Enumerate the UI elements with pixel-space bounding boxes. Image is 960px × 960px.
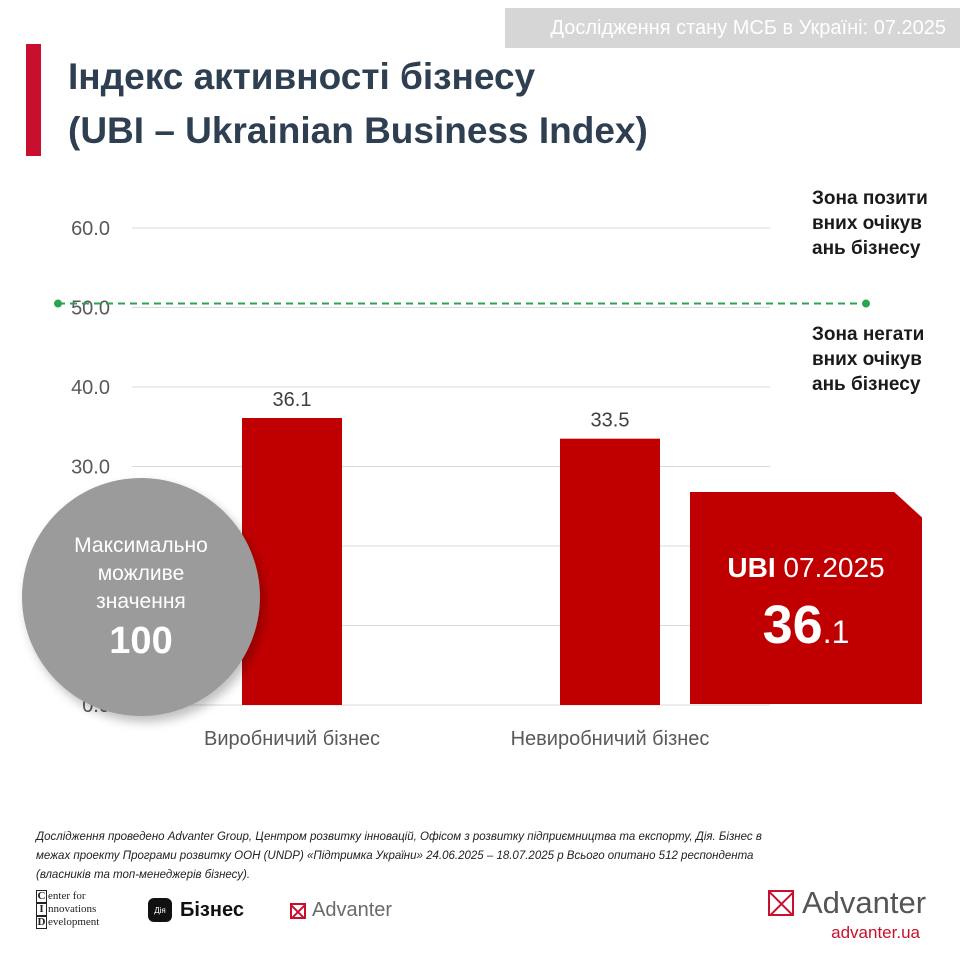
threshold-marker	[862, 299, 870, 308]
advanter-envelope-icon	[768, 890, 794, 916]
bar-value-label: 36.1	[273, 389, 312, 411]
category-label: Невиробничий бізнес	[511, 728, 710, 750]
cid-cap-c: C	[36, 890, 47, 903]
cid-cap-i: I	[36, 903, 47, 916]
advanter-logo-large: Advanter advanter.ua	[768, 885, 927, 942]
cid-cap-d: D	[36, 916, 47, 929]
advanter-envelope-icon	[290, 902, 306, 919]
y-tick-label: 30.0	[71, 457, 110, 479]
positive-zone-label: Зона позитивних очікувань бізнесу	[812, 188, 928, 259]
diia-business-logo: Дія Бізнес	[148, 898, 244, 922]
diia-icon: Дія	[148, 898, 172, 922]
max-value-circle: Максимально можливе значення 100	[22, 478, 260, 716]
bar	[560, 438, 660, 705]
page-title-line1: Індекс активності бізнесу	[68, 56, 536, 97]
ubi-prefix: UBI	[727, 552, 776, 583]
ubi-value-decimal: .1	[822, 614, 850, 650]
bar	[242, 418, 342, 705]
bar-value-label: 33.5	[591, 410, 630, 432]
y-tick-label: 50.0	[71, 298, 110, 320]
cid-line2: nnovations	[48, 903, 97, 915]
title-accent-bar	[26, 44, 41, 156]
ubi-value-integer: 36	[762, 595, 823, 655]
max-value-caption: Максимально можливе значення	[74, 533, 208, 613]
methodology-footnote: Дослідження проведено Advanter Group, Це…	[36, 831, 762, 881]
advanter-url: advanter.ua	[831, 923, 920, 942]
negative-zone-label: Зона негативних очікувань бізнесу	[812, 324, 925, 395]
y-tick-label: 60.0	[71, 218, 110, 240]
advanter-logo-small: Advanter	[290, 899, 392, 922]
y-tick-label: 40.0	[71, 377, 110, 399]
report-banner: Дослідження стану МСБ в Україні: 07.2025	[505, 8, 960, 48]
ubi-summary-box: UBI 07.2025 36.1	[690, 492, 922, 704]
cid-line3: evelopment	[48, 916, 100, 928]
cid-line1: enter for	[48, 890, 86, 902]
ubi-period: 07.2025	[783, 552, 885, 583]
ubi-summary-value: 36.1	[690, 594, 922, 656]
advanter-small-text: Advanter	[312, 899, 393, 921]
page-title-line2: (UBI – Ukrainian Business Index)	[68, 110, 648, 151]
category-label: Виробничий бізнес	[204, 728, 380, 750]
diia-business-text: Бізнес	[180, 898, 244, 921]
ubi-summary-title: UBI 07.2025	[690, 552, 922, 584]
max-value-number: 100	[109, 619, 173, 662]
threshold-marker	[54, 299, 62, 308]
advanter-large-text: Advanter	[802, 885, 927, 920]
